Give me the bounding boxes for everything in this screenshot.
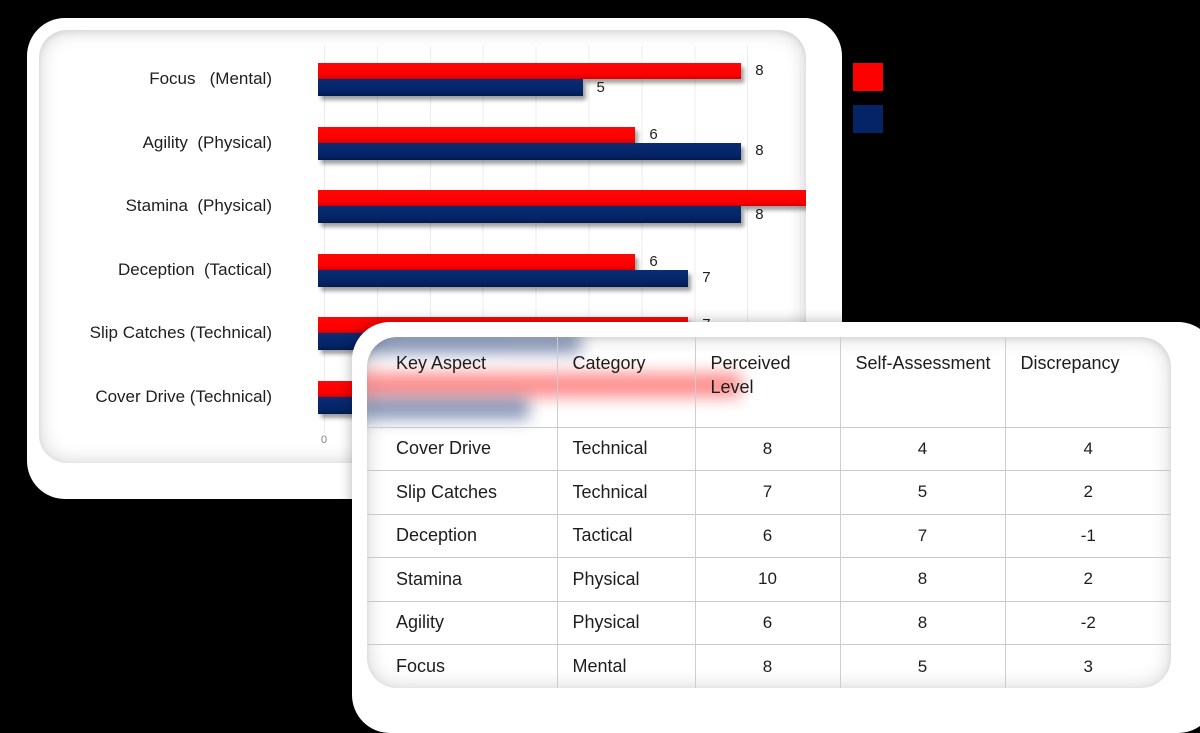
bar-perceived-level	[318, 253, 636, 270]
table-cell-discrepancy: 2	[1005, 470, 1171, 514]
table-cell-self: 8	[840, 557, 1006, 601]
table-cell-key_aspect: Slip Catches	[367, 470, 558, 514]
bar-value-label: 8	[755, 205, 764, 223]
bar-value-label: 8	[755, 142, 764, 159]
assessment-table: Key Aspect Category Perceived Level Self-As…	[367, 337, 1171, 688]
table-cell-discrepancy: 3	[1005, 644, 1171, 688]
table-cell-category: Mental	[557, 644, 696, 688]
table-cell-discrepancy: -2	[1005, 600, 1171, 645]
table-header-cell: Perceived Level	[695, 337, 841, 427]
table-row: Slip Catches Technical 7 5 2	[367, 470, 1171, 514]
table-cell-category: Physical	[557, 557, 696, 601]
table-cell-category: Technical	[557, 470, 696, 514]
bar-value-label: 6	[649, 252, 658, 270]
table-cell-perceived: 6	[695, 513, 841, 558]
table-cell-discrepancy: -1	[1005, 513, 1171, 558]
table-cell-discrepancy: 4	[1005, 426, 1171, 471]
table-cell-key_aspect: Cover Drive	[367, 426, 558, 471]
table-row: Stamina Physical 10 8 2	[367, 557, 1171, 601]
table-cell-perceived: 10	[695, 557, 841, 601]
table-row: Cover Drive Technical 8 4 4	[367, 426, 1171, 471]
table-cell-category: Physical	[557, 600, 696, 645]
table-cell-category: Tactical	[557, 513, 696, 558]
chart-category-label: Slip Catches (Technical)	[89, 323, 272, 342]
bar-self-assessment	[318, 79, 583, 96]
table-cell-key_aspect: Agility	[367, 600, 558, 645]
table-cell-self: 7	[840, 513, 1006, 558]
table-cell-key_aspect: Deception	[367, 513, 558, 558]
assessment-table-area: Key Aspect Category Perceived Level Self-As…	[367, 337, 1171, 688]
x-axis-tick-0: 0	[320, 434, 328, 446]
table-cell-category: Technical	[557, 426, 696, 471]
table-cell-self: 5	[840, 644, 1006, 688]
table-cell-self: 8	[840, 600, 1006, 645]
chart-category-label: Agility (Physical)	[142, 132, 272, 152]
bar-self-assessment	[318, 142, 742, 160]
chart-category-label: Focus (Mental)	[149, 69, 272, 88]
table-header-cell: Key Aspect	[367, 337, 558, 427]
table-header-cell: Discrepancy	[1020, 353, 1120, 373]
table-cell-perceived: 6	[695, 600, 841, 645]
chart-category-label: Cover Drive (Technical)	[95, 386, 272, 406]
bar-value-label: 7	[702, 269, 711, 286]
table-row: Deception Tactical 6 7 -1	[367, 513, 1171, 558]
table-cell-perceived: 7	[695, 470, 841, 514]
table-header-row: Key Aspect Category Perceived Level Self-As…	[367, 337, 1171, 427]
table-cell-key_aspect: Focus	[367, 644, 558, 688]
table-cell-perceived: 8	[695, 426, 841, 471]
bar-perceived-level	[318, 63, 742, 79]
table-row: Agility Physical 6 8 -2	[367, 600, 1171, 645]
table-header-cell: Category	[557, 337, 696, 427]
chart-category-label: Stamina (Physical)	[125, 196, 272, 215]
bar-value-label: 8	[755, 62, 764, 79]
chart-category-label: Deception (Tactical)	[117, 259, 272, 279]
table-row: Focus Mental 8 5 3	[367, 644, 1171, 688]
bar-perceived-level	[318, 190, 806, 206]
bar-value-label: 5	[596, 78, 605, 96]
bar-perceived-level	[318, 126, 636, 143]
table-cell-key_aspect: Stamina	[367, 557, 558, 601]
assessment-table-card: Key Aspect Category Perceived Level Self-As…	[352, 322, 1200, 733]
bar-chart-card: 0 Focus (Mental) 8 5 Agility (Physical) 6 8 St…	[27, 18, 842, 499]
table-cell-discrepancy: 2	[1005, 557, 1171, 601]
bar-value-label: 6	[649, 125, 658, 143]
table-header-cell: Self-Assessment	[840, 337, 1006, 427]
table-cell-self: 4	[840, 426, 1006, 471]
table-cell-perceived: 8	[695, 644, 841, 688]
legend-swatch-perceived-level	[853, 63, 883, 91]
bar-chart-area: 0 Focus (Mental) 8 5 Agility (Physical) 6 8 St…	[39, 30, 806, 463]
bar-self-assessment	[318, 206, 742, 223]
bar-self-assessment	[318, 269, 689, 287]
legend-swatch-self-assessment	[853, 105, 883, 133]
table-cell-self: 5	[840, 470, 1006, 514]
